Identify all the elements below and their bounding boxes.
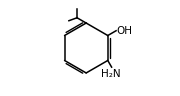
Text: H₂N: H₂N: [101, 69, 121, 79]
Text: OH: OH: [117, 26, 132, 36]
